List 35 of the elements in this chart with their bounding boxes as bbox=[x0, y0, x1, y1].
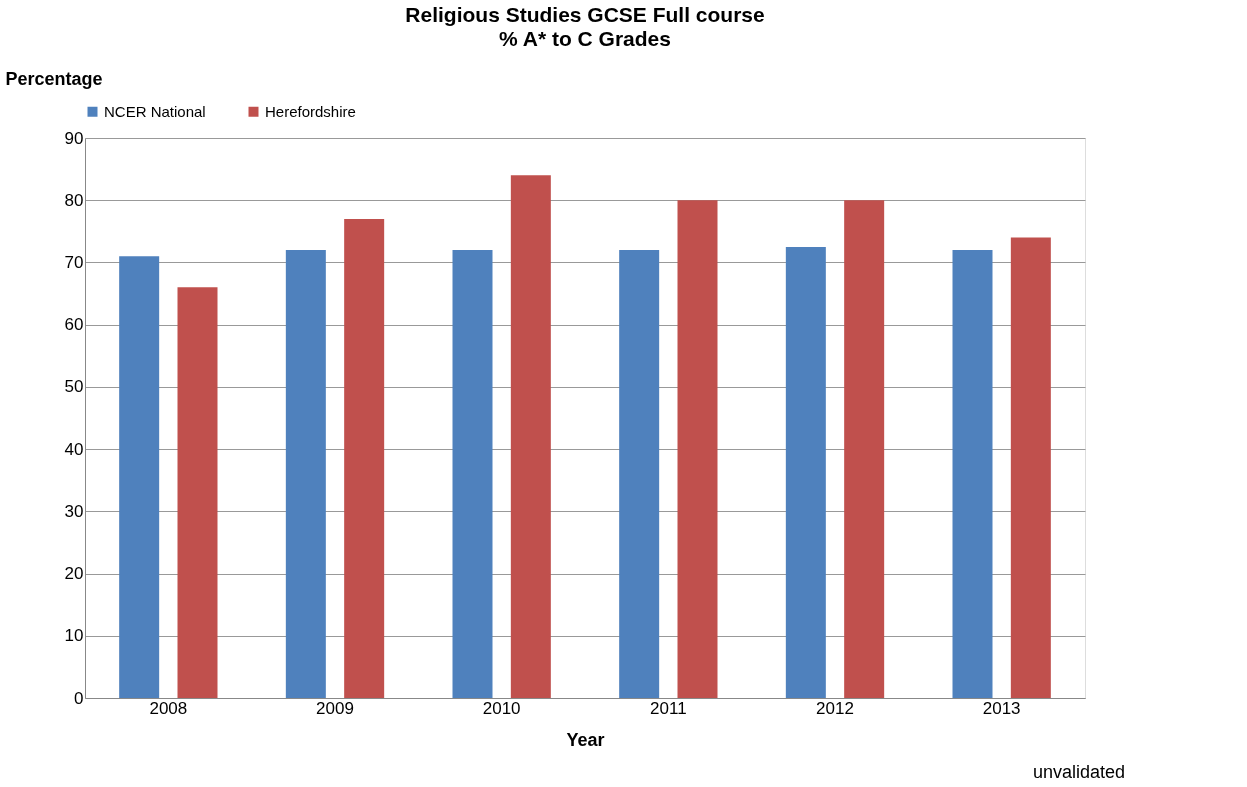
bar bbox=[177, 287, 218, 698]
y-tick-label: 80 bbox=[64, 190, 84, 210]
y-tick-label: 20 bbox=[64, 564, 84, 584]
bar bbox=[452, 250, 493, 698]
bar bbox=[785, 246, 826, 698]
y-axis-title: Percentage bbox=[5, 68, 103, 89]
legend-label: NCER National bbox=[104, 102, 206, 120]
bar bbox=[285, 250, 326, 698]
bar bbox=[510, 175, 551, 698]
x-tick-label: 2008 bbox=[149, 698, 188, 718]
y-tick-label: 50 bbox=[64, 377, 84, 397]
chart-subtitle: % A* to C Grades bbox=[499, 27, 671, 50]
bar bbox=[1010, 237, 1051, 698]
bar bbox=[677, 200, 718, 698]
legend-label: Herefordshire bbox=[265, 102, 356, 120]
x-axis-title: Year bbox=[566, 729, 605, 750]
x-tick-label: 2009 bbox=[316, 698, 354, 718]
bar bbox=[844, 200, 885, 698]
y-tick-label: 0 bbox=[74, 688, 84, 708]
bar bbox=[952, 250, 993, 698]
y-tick-label: 30 bbox=[64, 501, 84, 521]
y-tick-label: 40 bbox=[64, 439, 84, 459]
y-tick-label: 90 bbox=[64, 128, 84, 148]
bar bbox=[619, 250, 660, 698]
y-tick-label: 10 bbox=[64, 626, 84, 646]
bar bbox=[344, 218, 385, 698]
y-tick-label: 70 bbox=[64, 252, 84, 272]
text: unvalidated bbox=[1032, 762, 1125, 782]
x-tick-label: 2010 bbox=[482, 698, 521, 718]
bar bbox=[119, 256, 160, 698]
chart-title: Religious Studies GCSE Full course bbox=[405, 3, 765, 26]
y-tick-label: 60 bbox=[64, 315, 84, 335]
x-tick-label: 2012 bbox=[816, 698, 854, 718]
x-tick-label: 2013 bbox=[982, 698, 1021, 718]
x-tick-label: 2011 bbox=[650, 698, 687, 718]
